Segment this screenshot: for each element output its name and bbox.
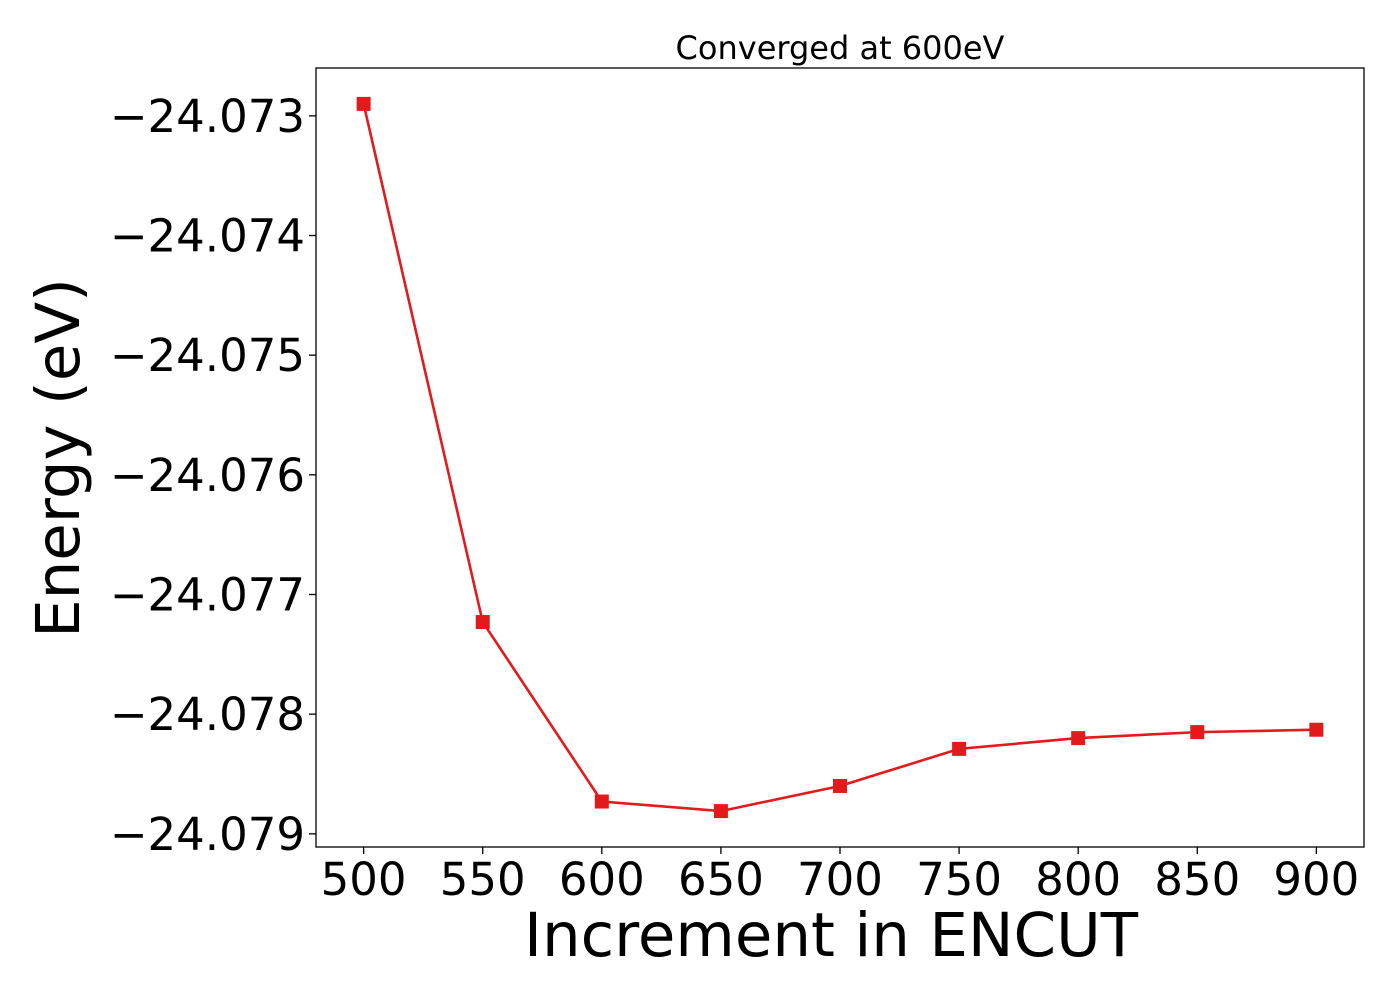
x-tick-label: 850 <box>1154 853 1240 906</box>
data-point-marker <box>594 794 609 809</box>
plot-area: 500 550 600 650 700 750 800 850 900 −24.073 −24.07… <box>110 90 1359 906</box>
x-tick-label: 800 <box>1035 853 1121 906</box>
data-point-marker <box>713 804 728 819</box>
y-tick-label: −24.078 <box>110 688 305 741</box>
y-tick-label: −24.075 <box>110 329 305 382</box>
x-tick-label: 550 <box>440 853 526 906</box>
y-tick-label: −24.077 <box>110 569 305 622</box>
x-tick-label: 650 <box>678 853 764 906</box>
y-tick-label: −24.073 <box>110 90 305 143</box>
data-point-marker <box>356 96 371 111</box>
data-point-marker <box>475 615 490 630</box>
x-tick-label: 700 <box>797 853 883 906</box>
plot-frame <box>315 67 1365 848</box>
x-tick-label: 500 <box>321 853 407 906</box>
y-axis-title: Energy (eV) <box>23 278 94 638</box>
x-tick-label: 900 <box>1273 853 1359 906</box>
x-axis-title: Increment in ENCUT <box>524 900 1139 971</box>
y-tick-label: −24.074 <box>110 210 305 263</box>
data-point-marker <box>952 741 967 756</box>
data-point-marker <box>1309 722 1324 737</box>
x-tick-label: 600 <box>559 853 645 906</box>
y-tick-label: −24.079 <box>110 808 305 861</box>
chart-title: Converged at 600eV <box>676 29 1005 67</box>
data-point-marker <box>1190 725 1205 740</box>
x-tick-label: 750 <box>916 853 1002 906</box>
data-point-marker <box>833 778 847 793</box>
data-point-marker <box>1071 731 1086 746</box>
y-tick-label: −24.076 <box>110 449 305 502</box>
